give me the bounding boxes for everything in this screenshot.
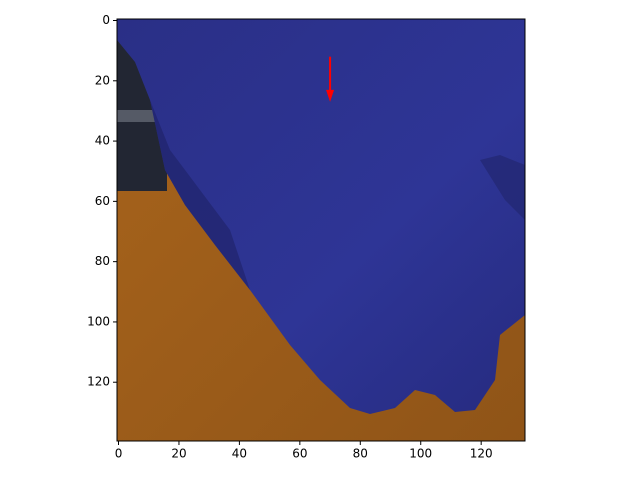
y-tick-label: 0: [102, 13, 110, 27]
blue-cloth: [117, 19, 525, 414]
x-tick-label: 120: [470, 447, 493, 461]
x-tick-label: 0: [115, 447, 123, 461]
x-tick-label: 60: [292, 447, 307, 461]
cloth-shadow: [150, 100, 250, 290]
x-tick-label: 80: [353, 447, 368, 461]
x-tick-label: 20: [171, 447, 186, 461]
y-tick-label: 20: [95, 73, 110, 87]
y-tick-label: 40: [95, 134, 110, 148]
axes-frame: [116, 18, 526, 442]
image: [117, 19, 525, 441]
x-tick-label: 100: [409, 447, 432, 461]
cloth-fold: [480, 155, 525, 220]
dark-stripe: [117, 110, 157, 122]
arrow-head: [326, 89, 335, 102]
x-tick-label: 40: [232, 447, 247, 461]
y-tick-label: 120: [87, 375, 110, 389]
y-tick-label: 80: [95, 254, 110, 268]
y-tick-label: 100: [87, 314, 110, 328]
y-tick-label: 60: [95, 194, 110, 208]
